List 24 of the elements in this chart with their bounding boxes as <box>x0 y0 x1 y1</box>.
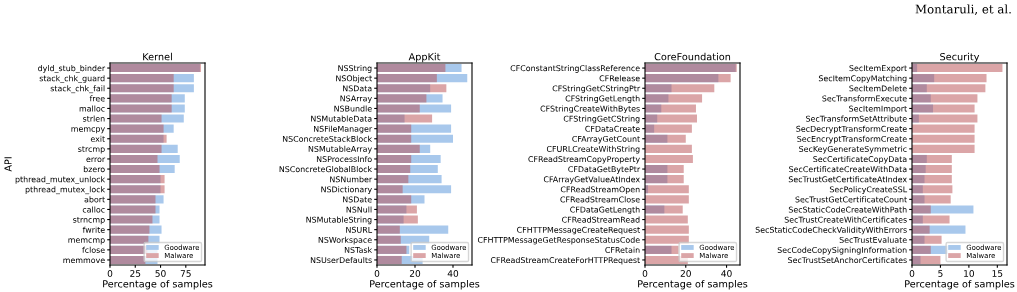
x-tick-label: 20 <box>409 270 421 277</box>
x-tick-label: 15 <box>992 270 1003 277</box>
chart-title: Kernel <box>143 52 172 61</box>
chart-title: CoreFoundation <box>654 52 731 61</box>
x-axis-title: Percentage of samples <box>103 279 213 290</box>
x-tick-label: 10 <box>964 270 975 277</box>
x-tick-label: 5 <box>938 270 943 277</box>
x-tick-label: 40 <box>447 270 459 277</box>
x-tick-label: 40 <box>721 270 732 277</box>
x-tick-label: 0 <box>374 270 380 277</box>
x-tick-label: 20 <box>680 270 691 277</box>
chart-title: AppKit <box>408 52 441 63</box>
x-tick-label: 0 <box>107 270 113 277</box>
x-tick-label: 50 <box>155 270 166 277</box>
x-axis-title: Percentage of samples <box>638 279 748 290</box>
y-axis-title: API <box>4 157 12 172</box>
x-tick-label: 0 <box>909 270 915 277</box>
x-tick-label: 25 <box>130 270 141 277</box>
chart-title: Security <box>940 52 980 63</box>
x-tick-label: 75 <box>180 270 191 277</box>
x-axis-title: Percentage of samples <box>905 279 1015 290</box>
text: Montaruli, et al. <box>915 4 1011 15</box>
x-tick-label: 0 <box>642 270 648 277</box>
x-axis-title: Percentage of samples <box>370 279 480 290</box>
